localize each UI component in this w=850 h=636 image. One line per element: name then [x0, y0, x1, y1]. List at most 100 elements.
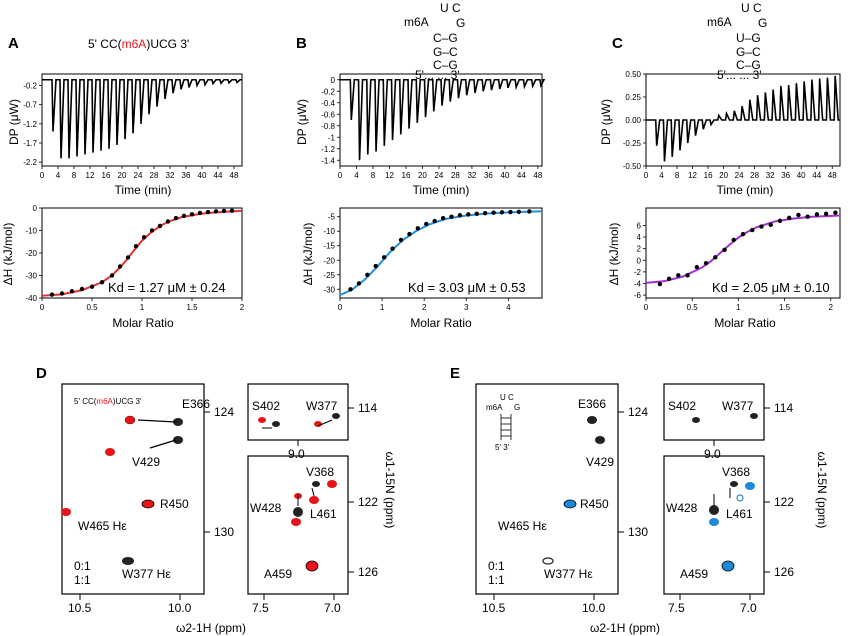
svg-text:U–G: U–G [736, 31, 761, 45]
A-isotherm-point [173, 215, 179, 221]
B-thermogram-ytick-label: -0.4 [321, 99, 335, 108]
C-thermogram-xtick-label: 20 [719, 171, 728, 180]
B-isotherm-point [356, 281, 362, 286]
B-isotherm-point [482, 211, 488, 216]
panel-a-sequence: 5' CC(m6A)UCG 3' [88, 37, 189, 51]
chart-b-isotherm: 0 1 2 3 4 -5 -10 -15 -20 -25 -30 [323, 207, 543, 312]
B-thermogram-xtick-label: 0 [338, 171, 343, 180]
B-thermogram-ytick-label: -1.4 [321, 156, 335, 165]
B-isotherm-point [474, 211, 479, 217]
b-ratio-label: Molar Ratio [410, 316, 472, 330]
B-isotherm-point [407, 231, 412, 237]
C-isotherm-point [823, 211, 829, 217]
A-isotherm-point [141, 235, 147, 240]
d-label-r450: R450 [160, 497, 189, 511]
panel-letter-e: E [450, 365, 460, 382]
C-isotherm-point [814, 212, 820, 217]
C-thermogram-xtick-label: 16 [704, 171, 713, 180]
C-isotherm-ytick-label: -2 [634, 268, 642, 277]
B-thermogram-xtick-label: 40 [500, 171, 509, 180]
e-label-w465: W465 Hε [498, 519, 547, 533]
e-ytick-122: 122 [774, 495, 794, 509]
C-isotherm-frame [645, 207, 841, 299]
chart-a-thermogram: 0 4 8 12 16 20 24 28 32 36 40 44 48-0.2-0.7-1.2-1.7-… [23, 73, 243, 180]
A-isotherm-point [69, 289, 75, 294]
a-dp-label: DP (μW) [7, 99, 21, 145]
d-label-w377he: W377 Hε [122, 567, 171, 581]
A-thermogram-xtick-label: 8 [72, 171, 77, 180]
A-isotherm-point [229, 208, 235, 213]
B-isotherm-point [415, 226, 421, 231]
a-time-label: Time (min) [115, 183, 172, 197]
A-thermogram-ytick-label: -0.2 [23, 82, 37, 91]
B-isotherm-xtick-label: 0 [338, 303, 343, 312]
B-isotherm-point [516, 209, 522, 214]
C-thermogram-ytick-label: -0.25 [623, 139, 642, 148]
svg-text:G: G [758, 16, 767, 30]
e-label-v368: V368 [722, 465, 750, 479]
B-isotherm-ytick-label: -10 [323, 227, 335, 236]
A-thermogram-trace [42, 78, 242, 159]
B-isotherm-point [449, 214, 454, 219]
C-isotherm-xtick-label: 2 [829, 303, 834, 312]
B-isotherm-point [508, 209, 513, 215]
d-ytick-130: 130 [214, 525, 234, 539]
A-isotherm-point [99, 280, 105, 285]
A-isotherm-xtick-label: 1.5 [186, 303, 198, 312]
B-isotherm-point [432, 218, 437, 224]
B-thermogram-xtick-label: 16 [402, 171, 411, 180]
d-xlabel: ω2-1H (ppm) [176, 621, 246, 635]
C-isotherm-point [805, 214, 810, 219]
A-isotherm-ytick-label: 0 [33, 204, 38, 213]
d-label-w465: W465 Hε [78, 519, 127, 533]
d-ylabel: ω1-15N (ppm) [383, 452, 397, 529]
B-thermogram-ytick-label: 0 [331, 76, 336, 85]
A-thermogram-ytick-label: -0.7 [23, 101, 37, 110]
d-xtick-105: 10.5 [68, 601, 92, 615]
e-label-s402: S402 [668, 399, 696, 413]
B-isotherm-ytick-label: -20 [323, 256, 335, 265]
svg-text:G: G [456, 16, 465, 30]
d-sample-label: 5' CC(m6A)UCG 3' [74, 397, 142, 406]
B-thermogram-xtick-label: 24 [434, 171, 443, 180]
A-thermogram-xtick-label: 48 [230, 171, 239, 180]
e-label-w377: W377 [722, 399, 754, 413]
A-isotherm-point [197, 210, 203, 216]
C-thermogram-xtick-label: 8 [675, 171, 680, 180]
B-thermogram-xtick-label: 32 [467, 171, 476, 180]
svg-text:5'... ... 3': 5'... ... 3' [415, 68, 460, 82]
C-isotherm-ytick-label: 4 [637, 233, 642, 242]
chart-b-thermogram: 0 4 8 12 16 20 24 28 32 36 40 44 480-0.2-0.4-0.6-0.8… [321, 73, 546, 180]
e-mid-tick: 9.0 [704, 447, 721, 461]
A-isotherm-point [213, 209, 219, 214]
B-isotherm-point [440, 215, 446, 221]
svg-text:m6A: m6A [707, 15, 732, 29]
C-isotherm-xtick-label: 0.5 [687, 303, 699, 312]
B-isotherm-point [491, 210, 496, 215]
B-isotherm-point [499, 210, 505, 215]
svg-text:U C: U C [500, 393, 514, 402]
b-dh-label: ΔH (kJ/mol) [301, 223, 315, 286]
A-isotherm-point [221, 208, 227, 214]
A-thermogram-xtick-label: 12 [86, 171, 95, 180]
d-ytick-124: 124 [214, 405, 234, 419]
e-label-e366: E366 [578, 397, 606, 411]
A-thermogram-xtick-label: 0 [40, 171, 45, 180]
e-label-l461: L461 [726, 507, 753, 521]
B-thermogram-xtick-label: 44 [517, 171, 526, 180]
A-isotherm-ytick-label: -20 [25, 249, 37, 258]
A-isotherm-xtick-label: 1 [140, 303, 145, 312]
A-isotherm-fit-curve [41, 209, 243, 297]
C-thermogram-xtick-label: 24 [735, 171, 744, 180]
d-xtick-100: 10.0 [168, 601, 192, 615]
e-label-w377he: W377 Hε [544, 567, 593, 581]
C-isotherm-point [786, 215, 792, 221]
e-label-w428: W428 [666, 501, 698, 515]
b-dp-label: DP (μW) [295, 99, 309, 145]
B-thermogram-ytick-label: -1 [328, 133, 336, 142]
d-legend-red: 1:1 [74, 573, 91, 587]
A-thermogram-ytick-label: -1.2 [23, 120, 37, 129]
B-isotherm-ytick-label: -30 [323, 285, 335, 294]
B-thermogram-ytick-label: -0.2 [321, 87, 335, 96]
C-thermogram-trace [646, 75, 840, 162]
